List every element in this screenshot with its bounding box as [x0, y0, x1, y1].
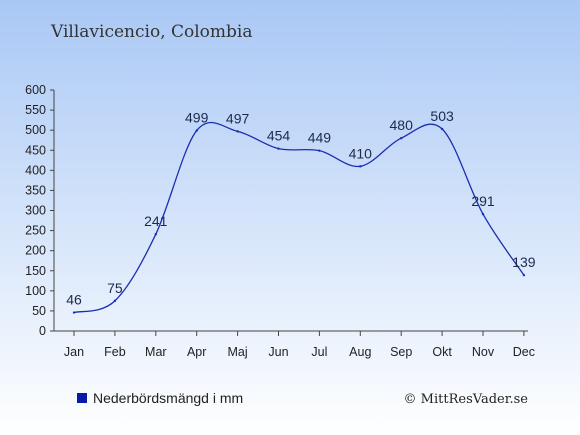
data-label: 75 — [107, 280, 123, 296]
data-label: 139 — [512, 254, 536, 270]
y-tick-label: 200 — [25, 244, 46, 258]
y-tick-label: 450 — [25, 143, 46, 157]
y-tick-label: 150 — [25, 264, 46, 278]
data-point — [236, 130, 239, 133]
y-tick-label: 350 — [25, 183, 46, 197]
data-point — [72, 311, 76, 314]
series-line — [73, 121, 525, 314]
x-tick-label: Maj — [228, 345, 248, 359]
y-tick-label: 500 — [25, 123, 46, 137]
y-tick-label: 250 — [25, 224, 46, 238]
x-tick-label: Sep — [390, 345, 412, 359]
data-point — [195, 129, 198, 132]
y-tick-label: 550 — [25, 103, 46, 117]
x-tick-labels: Jan Feb Mar Apr Maj Jun Jul Aug Sep Okt Nov Dec — [64, 331, 535, 359]
copyright-text: © MittResVader.se — [404, 392, 529, 407]
data-label: 410 — [349, 145, 373, 161]
x-tick-label: Jan — [64, 345, 84, 359]
data-label: 454 — [267, 128, 291, 144]
data-point — [440, 127, 444, 131]
data-point — [522, 273, 526, 277]
y-tick-label: 300 — [25, 204, 46, 218]
x-tick-label: Apr — [187, 345, 206, 359]
data-label: 291 — [471, 193, 495, 209]
data-point — [154, 232, 157, 236]
data-point — [113, 299, 117, 303]
y-tick-label: 600 — [25, 83, 46, 97]
data-point — [318, 149, 321, 152]
y-tick-labels: 0 50 100 150 200 250 300 350 400 450 500 550 600 — [25, 83, 54, 338]
data-label: 449 — [308, 130, 332, 146]
x-tick-label: Mar — [145, 345, 167, 359]
data-point — [359, 165, 362, 168]
legend-label: Nederbördsmängd i mm — [93, 390, 243, 406]
data-label: 480 — [390, 117, 414, 133]
data-label: 499 — [185, 110, 209, 126]
chart-title: Villavicencio, Colombia — [50, 22, 253, 42]
data-label: 46 — [66, 292, 82, 308]
legend-swatch — [77, 393, 87, 403]
x-tick-label: Jul — [311, 345, 327, 359]
x-tick-label: Nov — [472, 345, 495, 359]
y-tick-label: 400 — [25, 163, 46, 177]
y-tick-label: 50 — [32, 304, 46, 318]
x-tick-label: Feb — [104, 345, 126, 359]
data-label: 503 — [430, 108, 454, 124]
data-point — [277, 147, 280, 150]
data-label: 497 — [226, 110, 250, 126]
data-point — [400, 137, 403, 140]
x-tick-label: Dec — [513, 345, 535, 359]
x-tick-label: Jun — [268, 345, 288, 359]
data-point — [481, 212, 485, 216]
value-labels: 46 75 241 499 497 454 449 410 480 503 291 139 — [66, 108, 536, 314]
x-tick-label: Okt — [432, 345, 452, 359]
y-tick-label: 100 — [25, 284, 46, 298]
series-layer — [73, 121, 525, 314]
x-tick-label: Aug — [349, 345, 371, 359]
y-tick-label: 0 — [39, 324, 46, 338]
data-label: 241 — [144, 213, 168, 229]
